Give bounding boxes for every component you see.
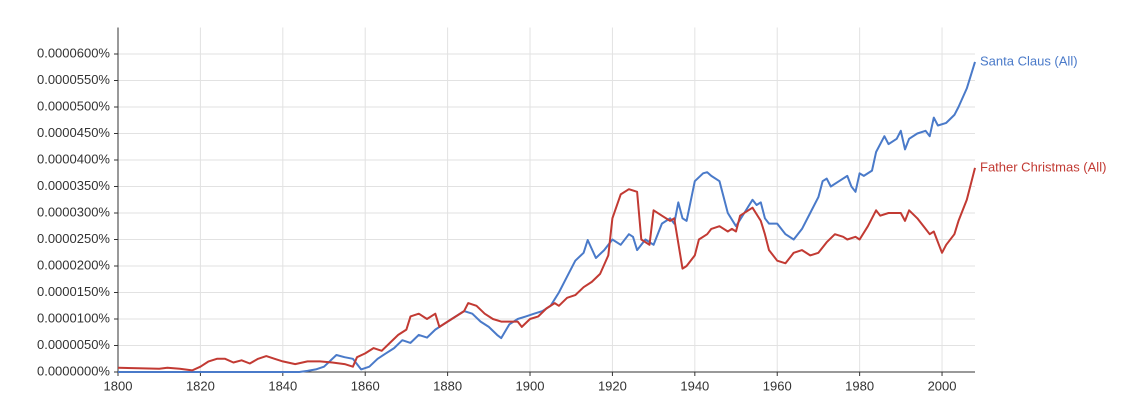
y-tick-label: 0.0000300%	[37, 204, 110, 219]
x-tick-label: 1820	[186, 378, 215, 393]
x-tick-label: 1900	[516, 378, 545, 393]
y-tick-label: 0.0000250%	[37, 231, 110, 246]
y-tick-label: 0.0000500%	[37, 98, 110, 113]
x-tick-label: 2000	[928, 378, 957, 393]
legend-label: Father Christmas (All)	[980, 159, 1106, 174]
y-tick-label: 0.0000000%	[37, 363, 110, 378]
x-tick-label: 1960	[763, 378, 792, 393]
y-tick-label: 0.0000350%	[37, 178, 110, 193]
y-tick-label: 0.0000150%	[37, 284, 110, 299]
series-line	[117, 167, 976, 372]
y-tick-label: 0.0000450%	[37, 125, 110, 140]
series-line	[118, 61, 976, 373]
y-tick-label: 0.0000050%	[37, 337, 110, 352]
x-tick-label: 1920	[598, 378, 627, 393]
x-tick-label: 1980	[845, 378, 874, 393]
y-tick-label: 0.0000400%	[37, 151, 110, 166]
legend-label: Santa Claus (All)	[980, 53, 1078, 68]
x-tick-label: 1840	[268, 378, 297, 393]
y-tick-label: 0.0000600%	[37, 45, 110, 60]
x-tick-label: 1940	[680, 378, 709, 393]
x-tick-label: 1860	[351, 378, 380, 393]
y-tick-label: 0.0000100%	[37, 310, 110, 325]
x-tick-label: 1800	[104, 378, 133, 393]
x-tick-label: 1880	[433, 378, 462, 393]
y-tick-label: 0.0000550%	[37, 72, 110, 87]
y-tick-label: 0.0000200%	[37, 257, 110, 272]
